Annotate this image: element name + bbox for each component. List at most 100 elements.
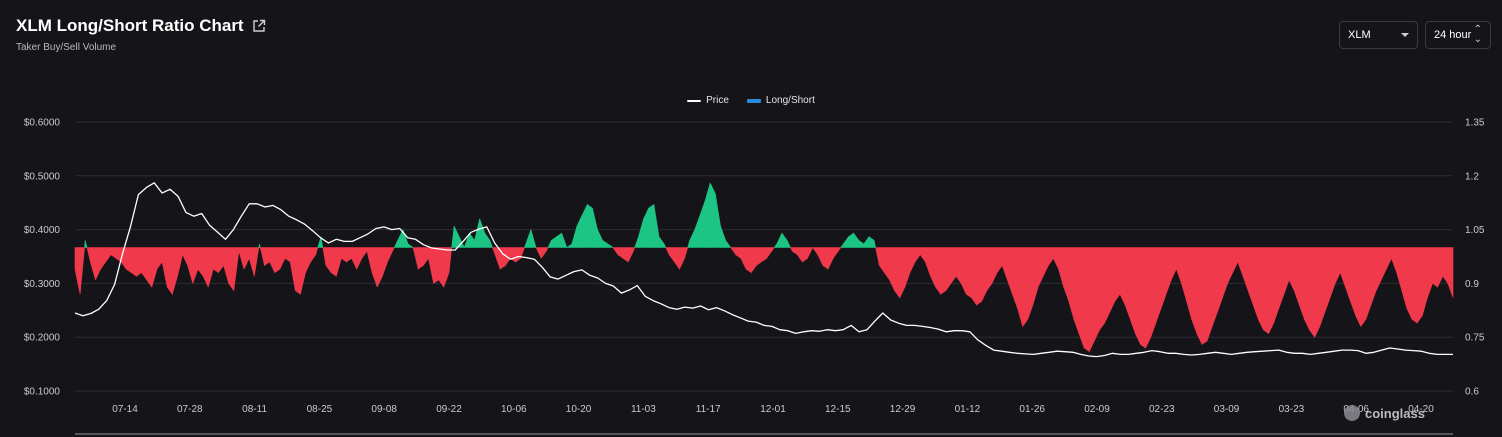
ratio-area-below bbox=[322, 247, 327, 266]
ratio-area-above bbox=[407, 243, 415, 248]
x-tick-label: 09-08 bbox=[371, 404, 397, 415]
ratio-area-below bbox=[177, 247, 183, 277]
ratio-area-below bbox=[878, 247, 885, 274]
ratio-area-below bbox=[86, 247, 91, 262]
ratio-area-below bbox=[535, 247, 542, 259]
ratio-area-below bbox=[930, 247, 936, 288]
external-link-icon[interactable] bbox=[252, 19, 266, 33]
ratio-area-below bbox=[1217, 247, 1223, 313]
x-tick-label: 02-09 bbox=[1084, 404, 1110, 415]
ratio-area-below bbox=[802, 247, 808, 263]
ratio-area-below bbox=[448, 247, 453, 273]
ratio-area-below bbox=[1370, 247, 1377, 306]
ratio-area-below bbox=[837, 247, 842, 253]
ratio-area-below bbox=[1006, 247, 1013, 295]
ratio-area-below bbox=[136, 247, 142, 277]
ratio-area-below bbox=[515, 247, 522, 263]
ratio-area-below bbox=[1165, 247, 1172, 295]
ratio-area-below bbox=[1037, 247, 1044, 288]
legend-item-long-short[interactable]: Long/Short bbox=[746, 95, 815, 106]
ratio-area-below bbox=[1345, 247, 1351, 302]
ratio-area-below bbox=[807, 247, 814, 259]
ratio-area-below bbox=[617, 247, 624, 259]
ratio-area-above bbox=[489, 240, 493, 248]
ratio-area-below bbox=[627, 247, 634, 263]
ratio-area-below bbox=[1083, 247, 1090, 353]
ratio-area-below bbox=[417, 247, 424, 270]
x-tick-label: 08-25 bbox=[307, 404, 333, 415]
ratio-area-below bbox=[294, 247, 301, 295]
ratio-area-below bbox=[761, 247, 767, 263]
ratio-area-below bbox=[1058, 247, 1064, 288]
ratio-area-below bbox=[540, 247, 547, 260]
ratio-area-above bbox=[530, 229, 537, 248]
ratio-area-below bbox=[90, 247, 96, 280]
ratio-area-below bbox=[1140, 247, 1146, 349]
ratio-area-below bbox=[755, 247, 762, 267]
y-right-tick-label: 0.75 bbox=[1465, 333, 1485, 344]
ratio-area-below bbox=[1263, 247, 1269, 335]
ratio-area-above bbox=[525, 229, 532, 248]
ratio-area-above bbox=[648, 203, 655, 248]
ratio-area-above bbox=[576, 215, 583, 248]
ratio-area-below bbox=[545, 247, 549, 252]
ratio-area-below bbox=[284, 247, 291, 263]
legend-item-price[interactable]: Price bbox=[687, 95, 729, 106]
ratio-area-below bbox=[1304, 247, 1310, 331]
ratio-area-below bbox=[981, 247, 988, 302]
ratio-area-below bbox=[1365, 247, 1372, 320]
x-tick-label: 03-09 bbox=[1214, 404, 1240, 415]
ratio-area-below bbox=[1150, 247, 1157, 338]
ratio-area-above bbox=[586, 203, 593, 248]
ratio-area-below bbox=[325, 247, 332, 274]
ratio-area-below bbox=[223, 247, 229, 284]
ratio-area-below bbox=[1258, 247, 1264, 331]
ratio-area-below bbox=[156, 247, 163, 271]
ratio-area-below bbox=[213, 247, 219, 274]
ratio-area-below bbox=[392, 247, 395, 252]
range-select[interactable]: 24 hour ⌃ ⌄ bbox=[1425, 21, 1491, 49]
ratio-area-above bbox=[565, 243, 573, 248]
ratio-area-below bbox=[1334, 247, 1341, 284]
ratio-area-below bbox=[612, 247, 619, 256]
ratio-area-below bbox=[100, 247, 106, 271]
ratio-area-below bbox=[1437, 247, 1444, 288]
ratio-area-below bbox=[433, 247, 440, 284]
coin-select[interactable]: XLM bbox=[1339, 21, 1418, 49]
ratio-area-below bbox=[248, 247, 255, 277]
ratio-area-below bbox=[1319, 247, 1326, 327]
ratio-area-above bbox=[469, 232, 475, 248]
ratio-area-below bbox=[1027, 247, 1034, 320]
ratio-area-below bbox=[1232, 247, 1239, 273]
ratio-area-below bbox=[812, 247, 819, 256]
ratio-area-below bbox=[827, 247, 834, 270]
ratio-area-below bbox=[279, 247, 286, 270]
ratio-area-below bbox=[1278, 247, 1285, 309]
ratio-area-below bbox=[346, 247, 352, 263]
ratio-area-above bbox=[581, 204, 588, 248]
ratio-area-below bbox=[428, 247, 434, 284]
ratio-area-below bbox=[341, 247, 347, 263]
ratio-area-below bbox=[766, 247, 773, 260]
ratio-area-below bbox=[1160, 247, 1167, 309]
ratio-area-below bbox=[1355, 247, 1362, 327]
ratio-area-below bbox=[894, 247, 901, 299]
ratio-area-above bbox=[643, 207, 650, 248]
ratio-area-below bbox=[1145, 247, 1152, 349]
ratio-area-below bbox=[238, 247, 245, 270]
ratio-area-below bbox=[187, 247, 194, 284]
ratio-area-below bbox=[817, 247, 824, 266]
ratio-area-below bbox=[1073, 247, 1080, 334]
ratio-area-below bbox=[1099, 247, 1105, 331]
ratio-area-above bbox=[725, 239, 732, 248]
ratio-area-above bbox=[551, 236, 557, 248]
ratio-area-below bbox=[1386, 247, 1392, 270]
ratio-area-below bbox=[300, 247, 306, 295]
ratio-area-below bbox=[1124, 247, 1131, 320]
ratio-area-below bbox=[207, 247, 214, 288]
ratio-area-below bbox=[1222, 247, 1228, 298]
ratio-area-below bbox=[960, 247, 967, 295]
ratio-area-below bbox=[1247, 247, 1254, 306]
ratio-area-below bbox=[668, 247, 675, 263]
